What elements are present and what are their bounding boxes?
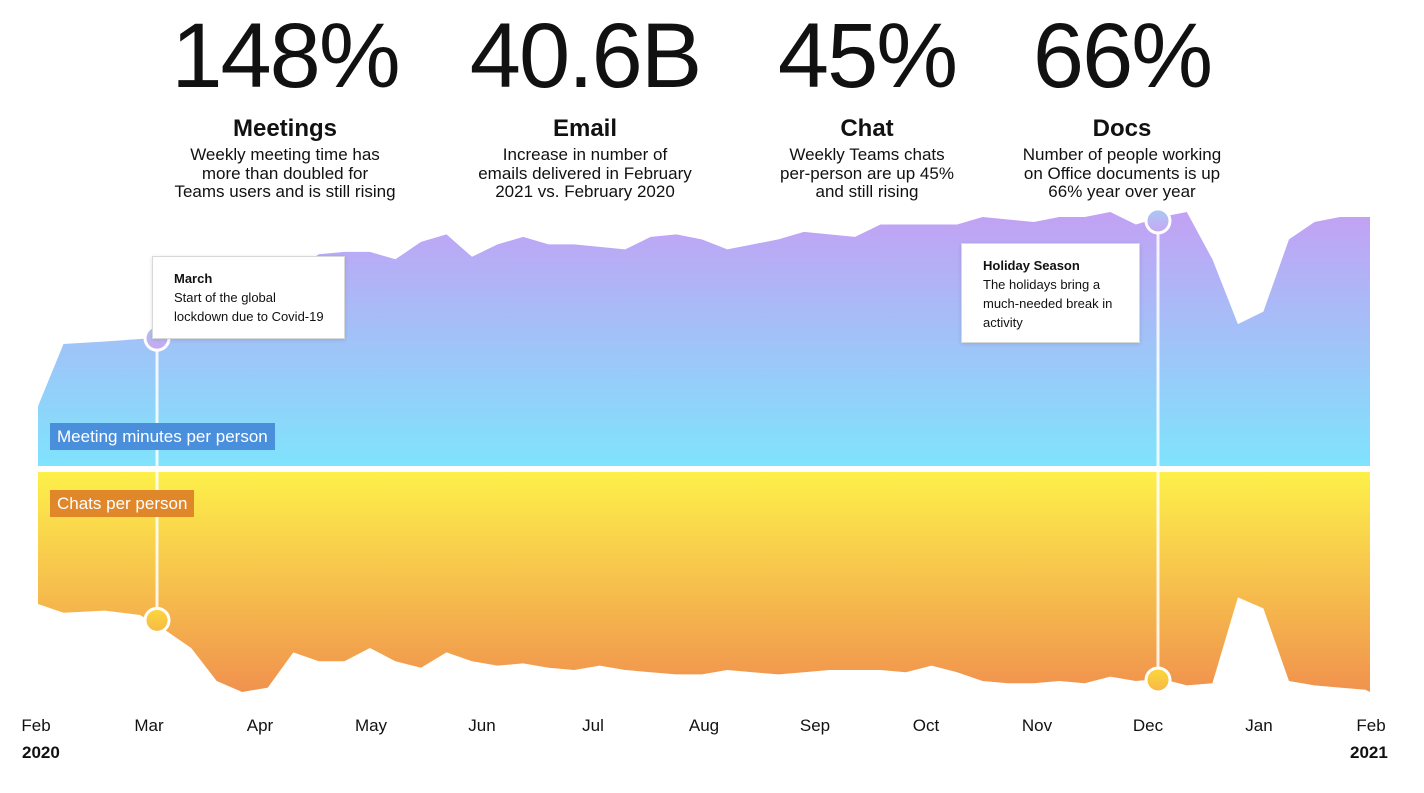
callout-title: March [174, 271, 213, 286]
callout-title: Holiday Season [983, 258, 1080, 273]
stat-description: Number of people working on Office docum… [1022, 145, 1222, 202]
x-tick-label: Jun [468, 716, 496, 735]
series-area-chats [38, 472, 1370, 692]
x-tick-label: Feb [21, 716, 51, 735]
callout-text: Start of the global lockdown due to Covi… [174, 290, 324, 324]
stat-value: 148% [171, 5, 400, 107]
x-tick-label: Aug [688, 716, 720, 735]
series-label-meetings: Meeting minutes per person [50, 423, 275, 450]
x-tick-label: Sep [799, 716, 831, 735]
x-tick-label: May [354, 716, 388, 735]
stat-label: Email [552, 115, 618, 142]
callout-march: March Start of the global lockdown due t… [152, 256, 345, 339]
stat-value: 40.6B [469, 5, 702, 107]
x-tick-label: Feb [1356, 716, 1386, 735]
stat-label: Chat [840, 115, 894, 142]
x-tick-label: Apr [246, 716, 274, 735]
stat-meetings: 148% Meetings Weekly meeting time has mo… [155, 10, 415, 201]
x-tick-label: Oct [912, 716, 940, 735]
callout-holiday-season: Holiday Season The holidays bring a much… [961, 243, 1140, 343]
stat-value: 45% [777, 5, 958, 107]
annotation-marker [1144, 207, 1172, 235]
annotation-marker [1144, 666, 1172, 694]
x-tick-label: Jan [1245, 716, 1273, 735]
stat-description: Weekly meeting time has more than double… [174, 145, 396, 202]
stat-description: Weekly Teams chats per-person are up 45%… [780, 145, 954, 202]
stat-chat: 45% Chat Weekly Teams chats per-person a… [757, 10, 977, 201]
stat-value: 66% [1032, 5, 1213, 107]
x-axis-end-year: 2021 [1350, 743, 1388, 762]
x-tick-label: Jul [582, 716, 604, 735]
annotation-marker [143, 606, 171, 634]
x-tick-label: Mar [134, 716, 164, 735]
callout-text: The holidays bring a much-needed break i… [983, 277, 1113, 330]
series-label-chats: Chats per person [50, 490, 195, 517]
x-tick-label: Dec [1132, 716, 1164, 735]
stat-email: 40.6B Email Increase in number of emails… [455, 10, 715, 201]
stat-docs: 66% Docs Number of people working on Off… [992, 10, 1252, 201]
stat-description: Increase in number of emails delivered i… [478, 145, 692, 202]
x-axis-start-year: 2020 [22, 743, 60, 762]
stat-label: Docs [1092, 115, 1152, 142]
x-tick-label: Nov [1021, 716, 1053, 735]
stat-label: Meetings [232, 115, 337, 142]
